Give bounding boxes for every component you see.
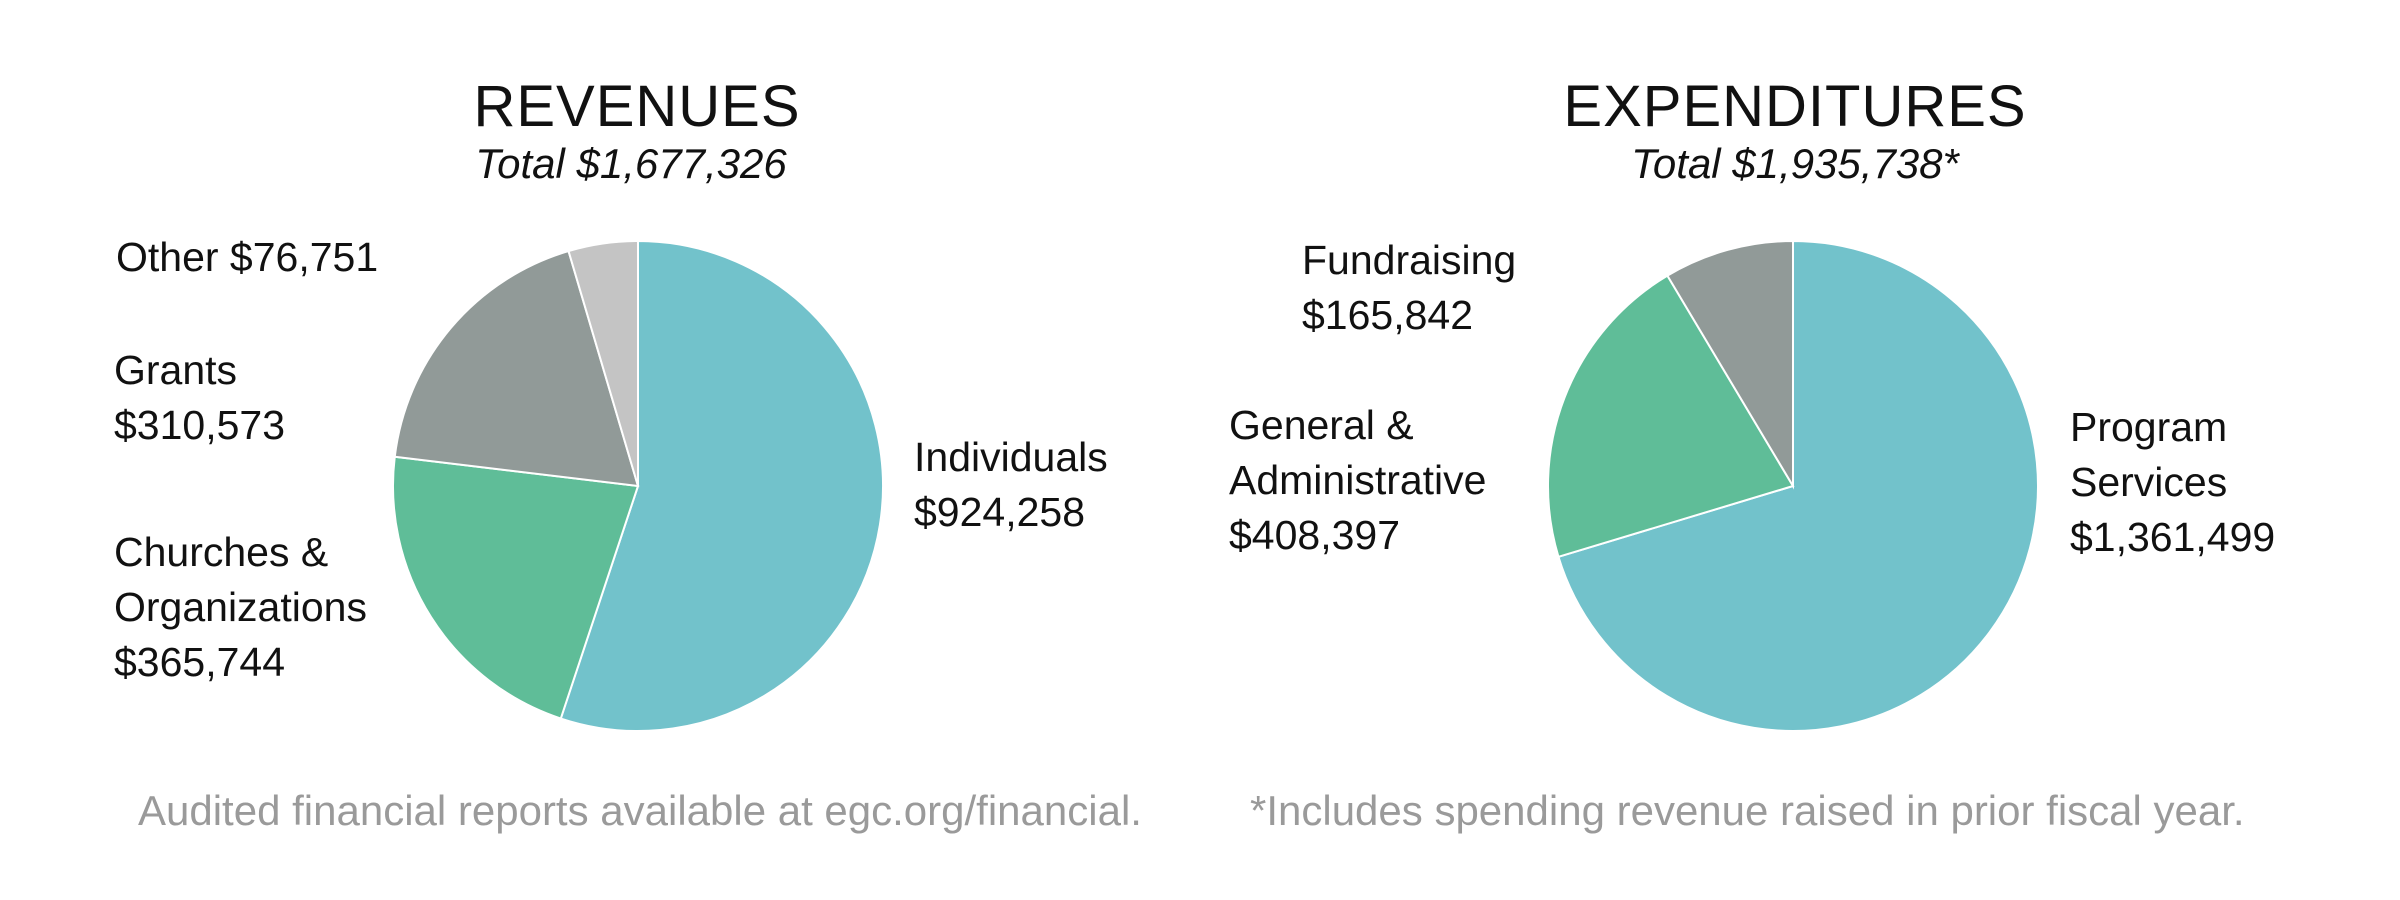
revenue-slice-individuals	[559, 239, 884, 732]
revenue-slice-other	[567, 239, 639, 487]
expenditure-slice-program-services	[1557, 239, 2039, 732]
expenditure-slice-fundraising	[1666, 239, 1794, 490]
revenues-title: REVENUES	[473, 74, 801, 139]
expenditure-label-program-services: Program Services $1,361,499	[2070, 404, 2276, 560]
footnote-prior-year: *Includes spending revenue raised in pri…	[1250, 787, 2245, 834]
expenditure-label-general-admin: General & Administrative $408,397	[1229, 402, 1487, 558]
expenditure-label-fundraising: Fundraising $165,842	[1302, 237, 1517, 338]
revenue-label-other: Other $76,751	[116, 234, 379, 280]
revenues-total: Total $1,677,326	[475, 140, 787, 187]
expenditures-pie	[1547, 239, 2039, 732]
revenue-label-individuals: Individuals $924,258	[914, 434, 1108, 535]
revenue-label-churches: Churches & Organizations $365,744	[114, 529, 367, 685]
revenue-slice-grants	[393, 249, 640, 488]
expenditure-slice-general-administrative	[1547, 274, 1795, 559]
revenues-pie	[392, 239, 884, 732]
revenue-slice-churches-organizations	[392, 455, 640, 720]
revenue-label-grants: Grants $310,573	[114, 347, 286, 448]
footnote-audited-reports: Audited financial reports available at e…	[138, 787, 1142, 834]
expenditures-total: Total $1,935,738*	[1631, 140, 1959, 187]
expenditures-title: EXPENDITURES	[1563, 74, 2027, 139]
